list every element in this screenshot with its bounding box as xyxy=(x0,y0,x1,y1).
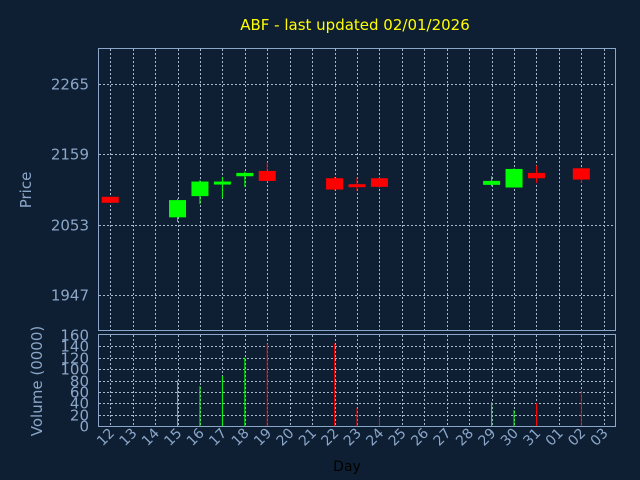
volume-tick-label: 0 xyxy=(79,418,89,436)
price-tick-label: 2159 xyxy=(51,146,89,164)
candle-body xyxy=(169,200,187,218)
volume-tick-label: 20 xyxy=(70,407,89,425)
price-panel xyxy=(98,48,616,331)
candle-body xyxy=(101,196,119,203)
candle-31 xyxy=(527,165,545,183)
candle-body xyxy=(213,181,231,185)
candle-18 xyxy=(236,171,254,187)
candle-17 xyxy=(213,176,231,199)
candle-24 xyxy=(370,177,388,189)
candle-body xyxy=(527,172,545,179)
volume-tick-label: 60 xyxy=(70,384,89,402)
candle-29 xyxy=(483,176,501,187)
volume-tick-label: 80 xyxy=(70,373,89,391)
candle-body xyxy=(370,178,388,187)
volume-tick-label: 100 xyxy=(60,361,89,379)
candle-16 xyxy=(191,180,209,205)
x-axis-label: Day xyxy=(333,459,361,475)
price-tick-label: 2265 xyxy=(51,76,89,94)
volume-panel xyxy=(98,334,616,427)
candles xyxy=(101,162,590,222)
candle-23 xyxy=(348,177,366,191)
candle-body xyxy=(483,180,501,185)
candle-12 xyxy=(101,196,119,203)
chart-title: ABF - last updated 02/01/2026 xyxy=(240,16,470,34)
candle-15 xyxy=(169,198,187,222)
volume-tick-label: 140 xyxy=(60,338,89,356)
candle-body xyxy=(505,168,523,188)
candle-body xyxy=(326,178,344,190)
volume-frame xyxy=(98,334,616,427)
volume-tick-label: 40 xyxy=(70,395,89,413)
candle-02 xyxy=(572,167,590,183)
volume-tick-label: 120 xyxy=(60,350,89,368)
volume-tick-label: 160 xyxy=(60,327,89,345)
candle-22 xyxy=(326,176,344,191)
volume-bars xyxy=(177,343,582,426)
candle-body xyxy=(191,181,209,197)
candle-body xyxy=(572,168,590,180)
price-tick-label: 1947 xyxy=(51,287,89,305)
candle-body xyxy=(236,172,254,177)
candle-30 xyxy=(505,168,523,188)
candle-body xyxy=(258,170,276,181)
candle-body xyxy=(348,184,366,188)
candle-19 xyxy=(258,162,276,182)
price-tick-label: 2053 xyxy=(51,217,89,235)
price-axis-label: Price xyxy=(17,172,35,209)
price-frame xyxy=(98,48,616,331)
volume-axis-label: Volume (0000) xyxy=(28,326,46,436)
